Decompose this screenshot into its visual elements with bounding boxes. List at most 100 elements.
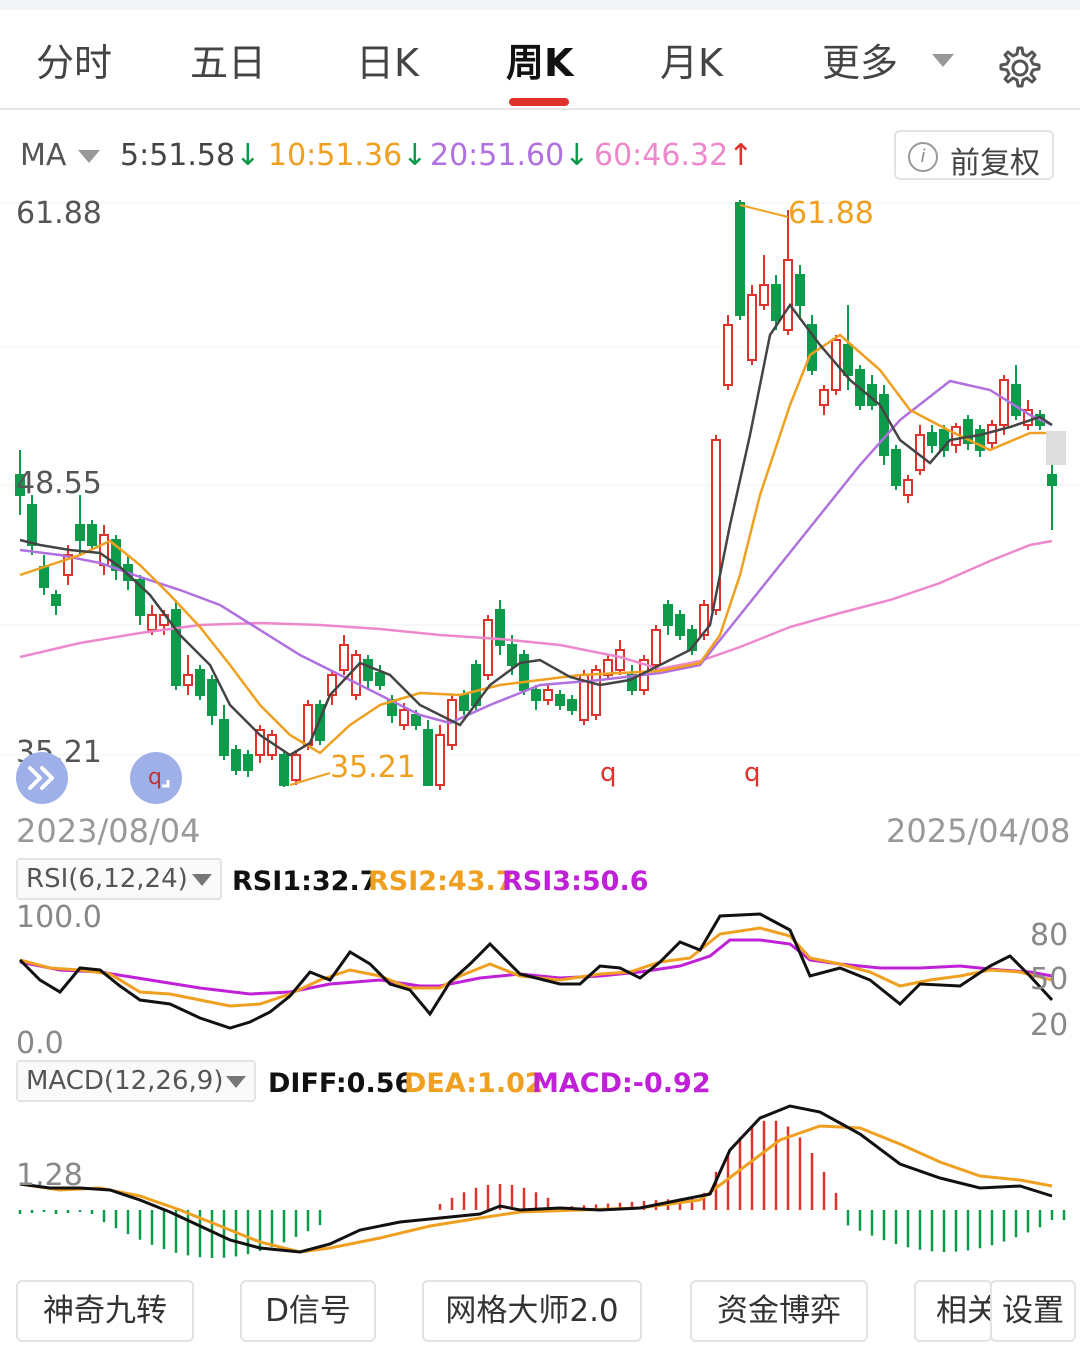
chevron-down-icon bbox=[192, 874, 212, 886]
tab-monthly-k[interactable]: 月K bbox=[660, 41, 723, 85]
candle-body bbox=[219, 719, 229, 756]
status-strip bbox=[0, 0, 1080, 10]
ma60-value: 60:46.32↑ bbox=[594, 138, 754, 173]
tab-weekly-k[interactable]: 周K bbox=[506, 41, 574, 85]
event-marker-q[interactable]: q bbox=[600, 758, 617, 788]
settings-button[interactable]: 设置 bbox=[990, 1280, 1076, 1342]
candle-body bbox=[903, 479, 913, 496]
candle-series bbox=[15, 200, 1057, 790]
rsi3-line bbox=[19, 938, 1053, 996]
candle-body bbox=[891, 449, 901, 486]
rsi1-value: RSI1:32.7 bbox=[232, 866, 379, 897]
forward-adjust-label: 前复权 bbox=[950, 146, 1040, 181]
candle-body bbox=[15, 474, 25, 496]
candle-body bbox=[819, 389, 829, 406]
info-icon: i bbox=[908, 142, 938, 172]
candle-body bbox=[423, 729, 433, 786]
candle-body bbox=[567, 699, 577, 711]
magic-nine-button[interactable]: 神奇九转 bbox=[16, 1280, 194, 1342]
price-max-label: 61.88 bbox=[16, 196, 102, 231]
ma-values-row: MA 5:51.58↓ 10:51.36↓ 20:51.60↓ 60:46.32… bbox=[0, 130, 1080, 186]
candle-body bbox=[339, 644, 349, 671]
active-tab-indicator bbox=[509, 98, 569, 106]
candle-body bbox=[243, 754, 253, 771]
candle-body bbox=[135, 579, 145, 616]
rsi-selector-label: RSI(6,12,24) bbox=[26, 864, 188, 894]
candle-body bbox=[291, 754, 301, 781]
ma-label[interactable]: MA bbox=[20, 138, 67, 173]
candle-body bbox=[327, 674, 337, 696]
candle-body bbox=[375, 672, 385, 686]
expand-button[interactable] bbox=[16, 752, 68, 804]
ma-dropdown-caret-icon[interactable] bbox=[78, 150, 100, 163]
candle-body bbox=[195, 669, 205, 696]
candle-body bbox=[483, 619, 493, 676]
macd-hist-value: MACD:-0.92 bbox=[532, 1068, 711, 1099]
tab-daily-k[interactable]: 日K bbox=[356, 41, 419, 85]
candle-body bbox=[63, 554, 73, 576]
candle-body bbox=[111, 539, 121, 571]
rsi-top-label: 100.0 bbox=[16, 900, 102, 935]
candle-body bbox=[783, 259, 793, 331]
candle-body bbox=[531, 689, 541, 701]
more-caret-icon[interactable] bbox=[932, 54, 954, 67]
tab-more[interactable]: 更多 bbox=[822, 41, 899, 85]
candle-body bbox=[255, 729, 265, 756]
candle-body bbox=[39, 566, 49, 588]
ma10-value: 10:51.36↓ bbox=[268, 138, 428, 173]
double-chevron-right-icon bbox=[28, 766, 54, 790]
rsi-bottom-label: 0.0 bbox=[16, 1026, 64, 1061]
rsi-50-label: 50 bbox=[1030, 962, 1069, 997]
price-high-marker: 61.88 bbox=[788, 196, 874, 231]
candle-body bbox=[1023, 409, 1033, 426]
macd-chart[interactable] bbox=[0, 1100, 1080, 1270]
ma5-value: 5:51.58↓ bbox=[120, 138, 261, 173]
candle-body bbox=[723, 324, 733, 386]
candle-body bbox=[999, 379, 1009, 426]
gear-icon[interactable] bbox=[994, 44, 1042, 92]
ma60-line bbox=[19, 539, 1053, 671]
candle-body bbox=[315, 704, 325, 741]
rsi1-line bbox=[18, 912, 1054, 1030]
candle-body bbox=[171, 609, 181, 686]
event-marker-q[interactable]: q bbox=[744, 758, 761, 788]
candle-body bbox=[435, 734, 445, 786]
candle-body bbox=[651, 629, 661, 666]
candle-body bbox=[27, 504, 37, 546]
candle-body bbox=[759, 284, 769, 306]
macd-dea-value: DEA:1.02 bbox=[404, 1068, 544, 1099]
rsi-selector[interactable]: RSI(6,12,24) bbox=[16, 858, 222, 900]
event-toggle-button[interactable]: q bbox=[130, 752, 182, 804]
d-signal-button[interactable]: D信号 bbox=[240, 1280, 376, 1342]
macd-selector[interactable]: MACD(12,26,9) bbox=[16, 1060, 256, 1102]
forward-adjust-button[interactable]: i 前复权 bbox=[894, 130, 1054, 181]
candle-body bbox=[147, 614, 157, 631]
price-mid-label: 48.55 bbox=[16, 466, 102, 501]
diff-line bbox=[19, 1104, 1053, 1254]
grid-master-button[interactable]: 网格大师2.0 bbox=[422, 1280, 642, 1342]
candle-body bbox=[411, 714, 421, 726]
candle-body bbox=[795, 274, 805, 306]
candle-body bbox=[75, 524, 85, 541]
candle-body bbox=[87, 524, 97, 546]
candle-body bbox=[615, 649, 625, 671]
candle-body bbox=[747, 294, 757, 361]
tab-five-day[interactable]: 五日 bbox=[190, 41, 267, 85]
macd-selector-label: MACD(12,26,9) bbox=[26, 1066, 224, 1096]
candle-body bbox=[699, 604, 709, 636]
candle-body bbox=[591, 669, 601, 716]
related-button[interactable]: 相关 bbox=[914, 1280, 992, 1342]
candlestick-chart[interactable] bbox=[0, 195, 1080, 815]
period-tabs: 分时 五日 日K 周K 月K 更多 bbox=[0, 10, 1080, 110]
candle-body bbox=[459, 694, 469, 711]
candle-body bbox=[879, 394, 889, 456]
ma10-line bbox=[19, 333, 1052, 755]
candle-body bbox=[495, 609, 505, 646]
candle-body bbox=[51, 594, 61, 606]
tab-intraday[interactable]: 分时 bbox=[36, 41, 113, 85]
candle-body bbox=[207, 679, 217, 716]
candle-body bbox=[663, 604, 673, 626]
rsi-chart[interactable] bbox=[0, 900, 1080, 1060]
fund-game-button[interactable]: 资金博弈 bbox=[690, 1280, 868, 1342]
candle-body bbox=[519, 654, 529, 691]
